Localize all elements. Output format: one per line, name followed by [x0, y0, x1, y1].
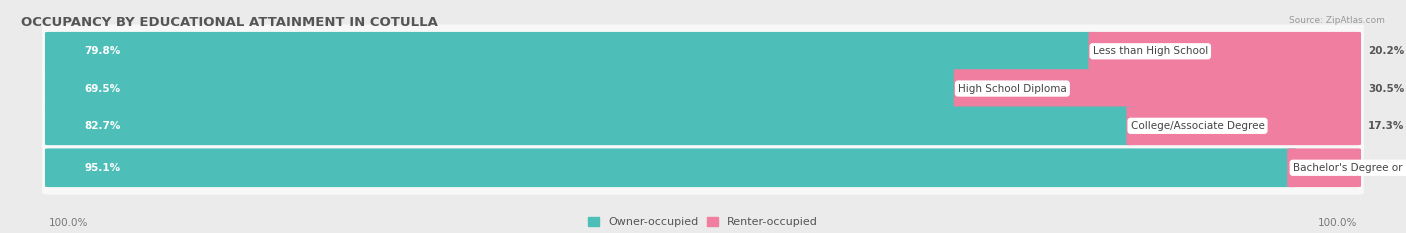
- FancyBboxPatch shape: [45, 69, 962, 108]
- Text: 69.5%: 69.5%: [84, 84, 121, 93]
- FancyBboxPatch shape: [45, 148, 1296, 187]
- Text: 100.0%: 100.0%: [49, 218, 89, 227]
- FancyBboxPatch shape: [953, 69, 1361, 108]
- FancyBboxPatch shape: [1126, 106, 1361, 145]
- FancyBboxPatch shape: [42, 24, 1364, 78]
- FancyBboxPatch shape: [45, 32, 1097, 71]
- Text: 79.8%: 79.8%: [84, 46, 121, 56]
- Text: Less than High School: Less than High School: [1092, 46, 1208, 56]
- Text: 20.2%: 20.2%: [1368, 46, 1405, 56]
- Text: College/Associate Degree: College/Associate Degree: [1130, 121, 1264, 131]
- Text: 100.0%: 100.0%: [1317, 218, 1357, 227]
- FancyBboxPatch shape: [45, 106, 1135, 145]
- Text: OCCUPANCY BY EDUCATIONAL ATTAINMENT IN COTULLA: OCCUPANCY BY EDUCATIONAL ATTAINMENT IN C…: [21, 16, 437, 29]
- FancyBboxPatch shape: [1088, 32, 1361, 71]
- FancyBboxPatch shape: [42, 99, 1364, 153]
- FancyBboxPatch shape: [1288, 148, 1361, 187]
- Legend: Owner-occupied, Renter-occupied: Owner-occupied, Renter-occupied: [588, 217, 818, 227]
- Text: 30.5%: 30.5%: [1368, 84, 1405, 93]
- Text: Bachelor's Degree or higher: Bachelor's Degree or higher: [1292, 163, 1406, 173]
- Text: 5.0%: 5.0%: [1368, 163, 1398, 173]
- Text: High School Diploma: High School Diploma: [957, 84, 1067, 93]
- FancyBboxPatch shape: [42, 141, 1364, 195]
- Text: Source: ZipAtlas.com: Source: ZipAtlas.com: [1289, 16, 1385, 25]
- FancyBboxPatch shape: [42, 62, 1364, 115]
- Text: 82.7%: 82.7%: [84, 121, 121, 131]
- Text: 95.1%: 95.1%: [84, 163, 121, 173]
- Text: 17.3%: 17.3%: [1368, 121, 1405, 131]
